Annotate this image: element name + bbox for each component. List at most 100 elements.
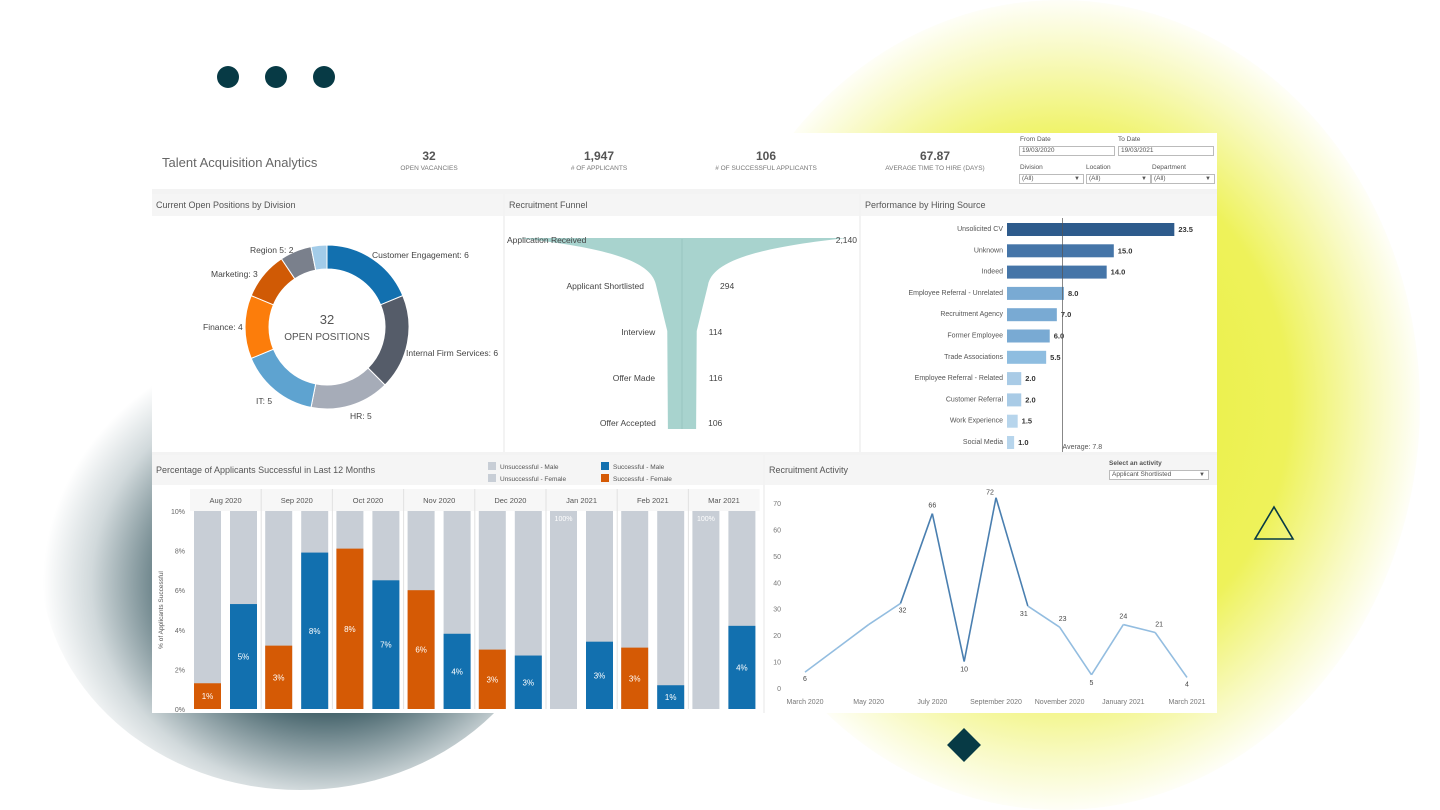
activity-point-label: 4	[1185, 681, 1189, 688]
source-category-label: Customer Referral	[946, 396, 1004, 403]
source-category-label: Indeed	[982, 269, 1004, 276]
division-filter-value: (All)	[1022, 175, 1034, 182]
unsuccessful-female-label: 100%	[697, 516, 715, 523]
donut-center-label: OPEN POSITIONS	[284, 332, 370, 343]
dashboard-title: Talent Acquisition Analytics	[162, 155, 318, 170]
source-bar-value: 1.0	[1018, 438, 1028, 447]
source-bar	[1007, 265, 1107, 279]
kpi-successful-applicants: 106 # OF SUCCESSFUL APPLICANTS	[686, 149, 846, 172]
triangle-decoration	[1253, 505, 1295, 540]
legend-swatch	[601, 474, 609, 482]
activity-y-tick: 70	[773, 501, 781, 508]
successful-male-label: 3%	[594, 671, 606, 680]
recruitment-funnel-chart: Application Received 2,140 Applicant Short…	[507, 235, 857, 429]
successful-male-label: 5%	[238, 653, 250, 662]
division-filter-select[interactable]: (All) ▼	[1019, 174, 1084, 184]
success-month-label: Nov 2020	[423, 496, 455, 505]
activity-y-tick: 40	[773, 580, 781, 587]
donut-slice-label: IT: 5	[256, 396, 272, 406]
activity-line-segment	[804, 647, 838, 673]
source-bar-value: 6.0	[1054, 332, 1064, 341]
activity-selector-label: Select an activity	[1109, 460, 1162, 467]
success-y-tick: 2%	[175, 667, 185, 674]
chevron-down-icon: ▼	[1199, 472, 1205, 478]
donut-slice	[367, 294, 410, 386]
window-dot-1	[217, 66, 239, 88]
activity-point-label: 32	[899, 607, 907, 614]
kpi-applicants: 1,947 # OF APPLICANTS	[519, 149, 679, 172]
legend-label: Unsuccessful - Female	[500, 476, 566, 483]
source-category-label: Recruitment Agency	[940, 311, 1003, 318]
donut-slice-label: Customer Engagement: 6	[372, 250, 469, 260]
kpi-label: OPEN VACANCIES	[400, 165, 458, 172]
funnel-stage-value: 106	[708, 418, 722, 428]
funnel-stage-label: Offer Made	[613, 373, 656, 383]
success-month-label: Mar 2021	[708, 496, 740, 505]
kpi-label: # OF SUCCESSFUL APPLICANTS	[715, 165, 817, 172]
funnel-panel: Recruitment Funnel Application Received 2…	[505, 194, 859, 452]
success-y-label: % of Applicants Successful	[158, 571, 165, 649]
success-panel: Percentage of Applicants Successful in L…	[152, 455, 763, 713]
activity-select[interactable]: Applicant Shortlisted ▼	[1109, 470, 1209, 480]
activity-x-tick: November 2020	[1035, 699, 1085, 706]
activity-point-label: 5	[1090, 680, 1094, 687]
donut-slice-label: Marketing: 3	[211, 269, 258, 279]
funnel-stage-label: Offer Accepted	[600, 418, 656, 428]
successful-male-bar	[728, 625, 756, 709]
unsuccessful-female-bar	[692, 511, 720, 709]
to-date-input[interactable]: 19/03/2021	[1118, 146, 1214, 156]
location-filter-select[interactable]: (All) ▼	[1086, 174, 1151, 184]
from-date-input[interactable]: 19/03/2020	[1019, 146, 1115, 156]
donut-slice-label: HR: 5	[350, 411, 372, 421]
source-bar	[1007, 350, 1047, 364]
successful-female-label: 3%	[487, 675, 499, 684]
kpi-label: AVERAGE TIME TO HIRE (DAYS)	[885, 165, 985, 172]
source-bar-value: 14.0	[1111, 268, 1126, 277]
success-y-tick: 6%	[175, 588, 185, 595]
chevron-down-icon: ▼	[1205, 176, 1211, 182]
source-category-label: Former Employee	[947, 333, 1003, 340]
activity-y-tick: 0	[777, 686, 781, 693]
activity-x-tick: January 2021	[1102, 699, 1145, 706]
source-bar-value: 5.5	[1050, 353, 1060, 362]
source-bar	[1007, 244, 1114, 258]
source-panel: Performance by Hiring Source Unsolicited…	[861, 194, 1217, 452]
source-category-label: Unsolicited CV	[957, 226, 1003, 233]
success-y-tick: 8%	[175, 549, 185, 556]
source-bar-value: 1.5	[1022, 417, 1032, 426]
activity-point-label: 6	[803, 676, 807, 683]
department-filter-label: Department	[1152, 164, 1186, 171]
success-month-label: Aug 2020	[210, 496, 242, 505]
department-filter-select[interactable]: (All) ▼	[1151, 174, 1215, 184]
activity-point-label: 31	[1020, 611, 1028, 618]
from-date-label: From Date	[1020, 136, 1051, 143]
legend-swatch	[601, 462, 609, 470]
activity-line-segment	[1154, 632, 1188, 678]
to-date-label: To Date	[1118, 136, 1141, 143]
successful-male-label: 1%	[665, 693, 677, 702]
legend-label: Successful - Male	[613, 464, 665, 471]
donut-slice-label: Internal Firm Services: 6	[406, 348, 498, 358]
funnel-stage-value: 114	[709, 327, 723, 337]
source-panel-title: Performance by Hiring Source	[861, 194, 1217, 216]
activity-point-label: 10	[960, 667, 968, 674]
activity-point-label: 72	[986, 490, 994, 497]
activity-y-tick: 60	[773, 527, 781, 534]
location-filter-label: Location	[1086, 164, 1111, 171]
successful-male-bar	[657, 685, 685, 709]
legend-label: Unsuccessful - Male	[500, 464, 559, 471]
source-category-label: Employee Referral - Related	[915, 375, 1003, 382]
funnel-stage-label: Interview	[621, 327, 656, 337]
source-bar-value: 8.0	[1068, 289, 1078, 298]
activity-point-label: 23	[1059, 616, 1067, 623]
source-bar	[1007, 436, 1015, 449]
successful-male-label: 4%	[451, 667, 463, 676]
successful-male-bar	[230, 604, 257, 709]
division-panel: Current Open Positions by Division Custo…	[152, 194, 503, 452]
source-category-label: Unknown	[974, 247, 1003, 254]
source-bar-value: 7.0	[1061, 310, 1071, 319]
activity-y-tick: 30	[773, 607, 781, 614]
activity-point-label: 66	[928, 503, 936, 510]
successful-male-bar	[586, 641, 613, 709]
activity-y-tick: 50	[773, 554, 781, 561]
